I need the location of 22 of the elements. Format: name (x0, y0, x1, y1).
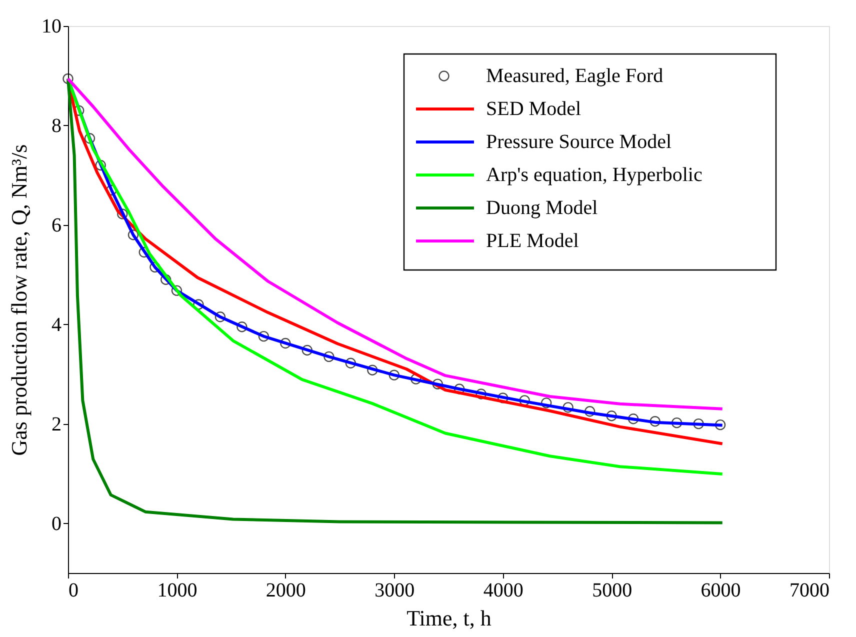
y-axis-title: Gas production flow rate, Q, Nm³/s (6, 144, 32, 456)
legend-label: Duong Model (486, 197, 598, 219)
x-tick-label: 6000 (700, 580, 741, 602)
y-tick-label: 10 (42, 16, 62, 38)
legend-label: PLE Model (486, 230, 580, 252)
legend-label: Pressure Source Model (486, 131, 672, 153)
x-tick-label: 4000 (483, 580, 524, 602)
y-tick-label: 4 (52, 314, 62, 336)
y-tick-label: 6 (52, 214, 62, 236)
y-tick-label: 2 (52, 413, 62, 436)
x-axis-title: Time, t, h (406, 606, 492, 630)
x-tick-label: 3000 (374, 580, 415, 602)
legend-label: Measured, Eagle Ford (486, 65, 664, 87)
x-tick-label: 5000 (592, 580, 632, 602)
x-tick-label: 1000 (157, 580, 198, 602)
legend-label: SED Model (486, 98, 582, 120)
x-tick-label: 2000 (266, 580, 306, 602)
y-tick-label: 8 (52, 114, 62, 137)
x-tick-label: 0 (68, 580, 78, 602)
x-tick-label: 7000 (790, 580, 830, 602)
y-tick-label: 0 (52, 512, 62, 535)
legend-label: Arp's equation, Hyperbolic (486, 164, 702, 186)
